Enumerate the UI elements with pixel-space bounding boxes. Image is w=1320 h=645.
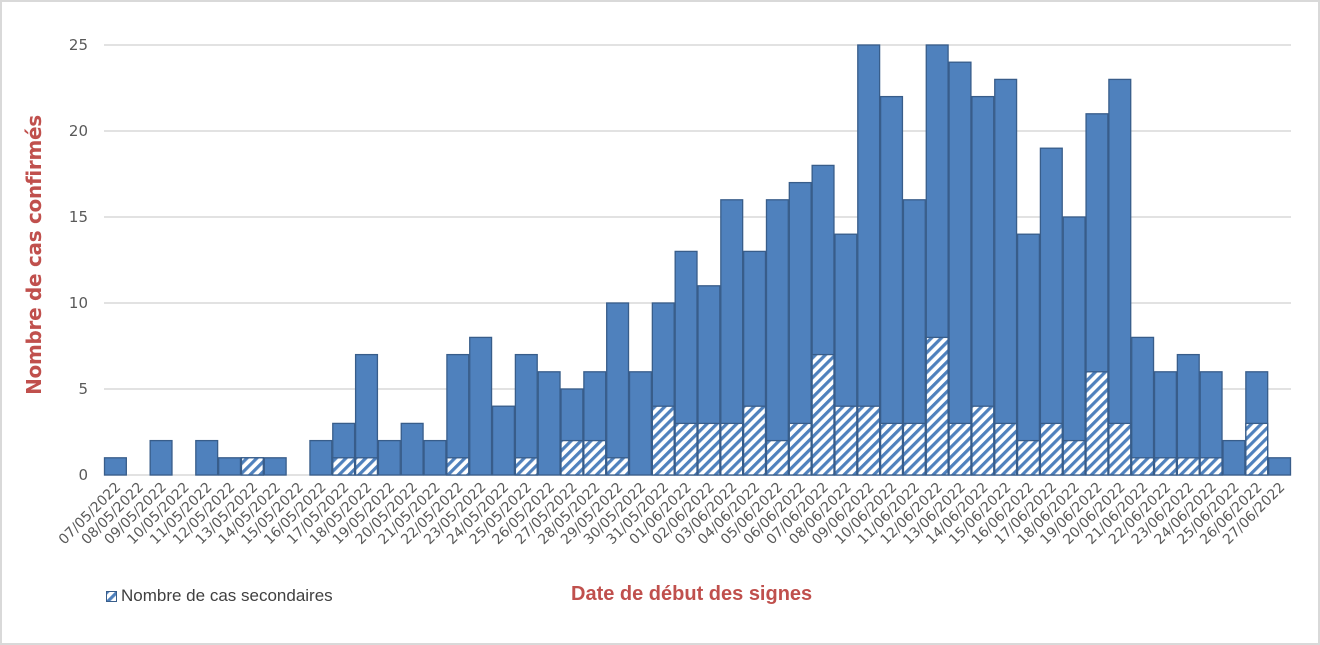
- bar-secondary: [560, 439, 584, 476]
- x-axis-ticks: 07/05/202208/05/202209/05/202210/05/2022…: [56, 480, 1289, 548]
- bar-secondary: [971, 405, 995, 476]
- bar-secondary: [743, 405, 767, 476]
- bar-secondary: [1016, 439, 1041, 476]
- legend-hatch-swatch-icon: [106, 590, 117, 602]
- legend-label: Nombre de cas secondaires: [121, 586, 333, 605]
- bar-secondary: [674, 422, 698, 476]
- bar-confirmed: [103, 457, 127, 476]
- bar-confirmed: [1176, 353, 1200, 476]
- bar-confirmed: [446, 353, 470, 476]
- bar-secondary: [1062, 439, 1086, 476]
- bar-confirmed: [469, 336, 493, 476]
- legend: Nombre de cas secondaires: [106, 586, 333, 606]
- bar-confirmed: [195, 439, 219, 476]
- bar-confirmed: [948, 61, 972, 476]
- bar-confirmed: [217, 457, 242, 476]
- x-axis-title: Date de début des signes: [571, 583, 813, 605]
- bar-secondary: [948, 422, 972, 476]
- bar-confirmed: [377, 439, 401, 476]
- bar-confirmed: [1222, 439, 1246, 476]
- bar-confirmed: [1268, 457, 1292, 476]
- bar-confirmed: [879, 95, 904, 476]
- y-tick-label: 5: [78, 380, 88, 398]
- bar-confirmed: [994, 78, 1018, 476]
- bar-confirmed: [1108, 78, 1132, 476]
- bar-secondary: [1108, 422, 1132, 476]
- bar-secondary: [697, 422, 721, 476]
- bar-confirmed: [354, 353, 379, 476]
- bar-confirmed: [400, 422, 424, 476]
- bar-secondary: [857, 405, 881, 476]
- y-tick-label: 20: [69, 122, 88, 140]
- y-tick-label: 10: [69, 294, 88, 312]
- bar-secondary: [720, 422, 744, 476]
- bar-secondary: [332, 457, 356, 476]
- bar-secondary: [583, 439, 607, 476]
- y-tick-label: 0: [78, 466, 88, 484]
- bar-confirmed: [263, 457, 287, 476]
- bar-confirmed: [491, 405, 516, 476]
- y-tick-label: 15: [69, 208, 88, 226]
- bars: [103, 44, 1292, 476]
- bar-confirmed: [765, 199, 789, 476]
- bar-confirmed: [309, 439, 333, 476]
- bar-secondary: [765, 439, 789, 476]
- bar-secondary: [925, 336, 949, 476]
- bar-secondary: [834, 405, 858, 476]
- bar-confirmed: [423, 439, 447, 476]
- bar-confirmed: [1016, 233, 1041, 476]
- bar-secondary: [1039, 422, 1063, 476]
- bar-secondary: [1131, 457, 1155, 476]
- bar-secondary: [240, 457, 264, 476]
- bar-secondary: [879, 422, 904, 476]
- bar-secondary: [514, 457, 538, 476]
- y-axis-title: Nombre de cas confirmés: [22, 115, 46, 395]
- bar-secondary: [1085, 371, 1109, 476]
- y-tick-label: 25: [69, 36, 88, 54]
- bar-confirmed: [1062, 216, 1086, 476]
- bar-secondary: [446, 457, 470, 476]
- bar-secondary: [651, 405, 675, 476]
- bar-secondary: [1176, 457, 1200, 476]
- bar-confirmed: [606, 302, 630, 476]
- bar-secondary: [788, 422, 812, 476]
- bar-secondary: [1153, 457, 1178, 476]
- bar-confirmed: [537, 371, 561, 476]
- bar-secondary: [354, 457, 379, 476]
- bar-secondary: [994, 422, 1018, 476]
- bar-confirmed: [628, 371, 652, 476]
- bar-secondary: [811, 353, 835, 476]
- y-axis-ticks: 0 5 10 15 20 25: [69, 36, 88, 484]
- bar-secondary: [1245, 422, 1269, 476]
- bar-confirmed: [1131, 336, 1155, 476]
- bar-secondary: [1199, 457, 1223, 476]
- bar-confirmed: [149, 439, 173, 476]
- bar-confirmed: [514, 353, 538, 476]
- bar-secondary: [902, 422, 926, 476]
- bar-secondary: [606, 457, 630, 476]
